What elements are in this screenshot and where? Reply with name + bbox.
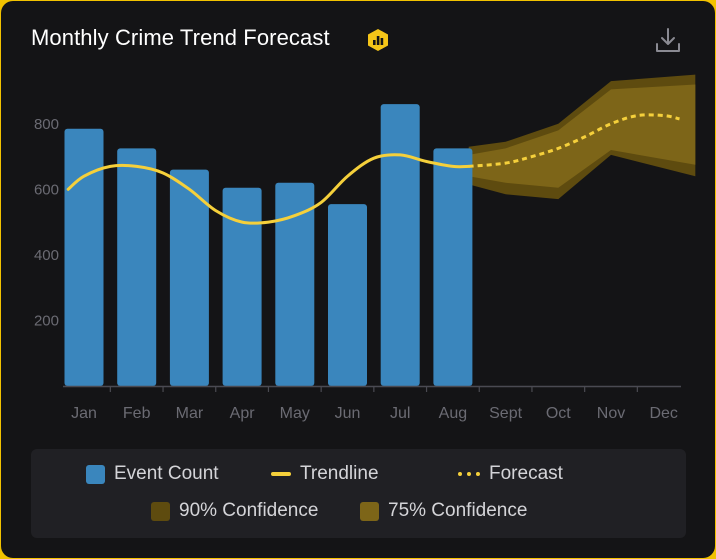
bar-jul (380, 104, 420, 386)
ci75-band (468, 84, 696, 188)
legend-swatch-bar (86, 464, 105, 484)
x-tick-label: Dec (649, 405, 677, 422)
bar-jan (64, 128, 104, 386)
legend-item-forecast[interactable]: Forecast (458, 463, 563, 485)
x-tick-label: Oct (546, 405, 571, 422)
x-tick-label: Feb (123, 405, 151, 422)
legend-swatch-line (271, 472, 291, 476)
x-tick-label: Mar (176, 405, 204, 422)
legend-item-90-confidence[interactable]: 90% Confidence (151, 500, 318, 522)
x-tick-label: Apr (230, 405, 256, 422)
legend-label: Trendline (300, 463, 379, 484)
download-icon[interactable] (653, 25, 683, 55)
x-tick-label: Jun (335, 405, 361, 422)
x-tick-label: Jan (71, 405, 97, 422)
legend: Event Count Trendline Forecast 90% Confi… (31, 449, 686, 538)
legend-swatch-ci75 (360, 501, 379, 521)
trendline (66, 153, 471, 225)
legend-swatch-dash (458, 472, 480, 476)
chart-type-badge-icon (368, 29, 388, 51)
legend-label: 90% Confidence (179, 500, 319, 521)
chart-plot: 200 400 600 800 Jan Feb Mar Apr May Jun Jul Aug Sept… (34, 74, 696, 422)
forecast-line (468, 113, 680, 168)
bar-mar (169, 169, 209, 386)
legend-item-event-count[interactable]: Event Count (86, 463, 219, 485)
y-tick-label: 400 (34, 247, 59, 264)
bar-apr (222, 187, 262, 386)
y-tick-label: 200 (34, 312, 59, 329)
chart-title: Monthly Crime Trend Forecast (31, 25, 330, 50)
y-tick-label: 800 (34, 116, 59, 133)
legend-label: Forecast (489, 463, 563, 484)
x-tick-label: Jul (390, 405, 410, 422)
bar-may (275, 182, 315, 386)
legend-item-trendline[interactable]: Trendline (271, 463, 379, 485)
x-tick-label: Aug (439, 405, 467, 422)
legend-label: 75% Confidence (388, 500, 528, 521)
x-tick-label: May (280, 405, 310, 422)
legend-swatch-ci90 (151, 501, 170, 521)
legend-item-75-confidence[interactable]: 75% Confidence (360, 500, 527, 522)
bar-feb (117, 148, 157, 386)
bar-jun (328, 204, 367, 386)
x-tick-label: Sept (489, 405, 522, 422)
y-tick-label: 600 (34, 181, 59, 198)
bar-aug (433, 148, 473, 386)
legend-label: Event Count (114, 463, 219, 484)
x-tick-label: Nov (597, 405, 625, 422)
